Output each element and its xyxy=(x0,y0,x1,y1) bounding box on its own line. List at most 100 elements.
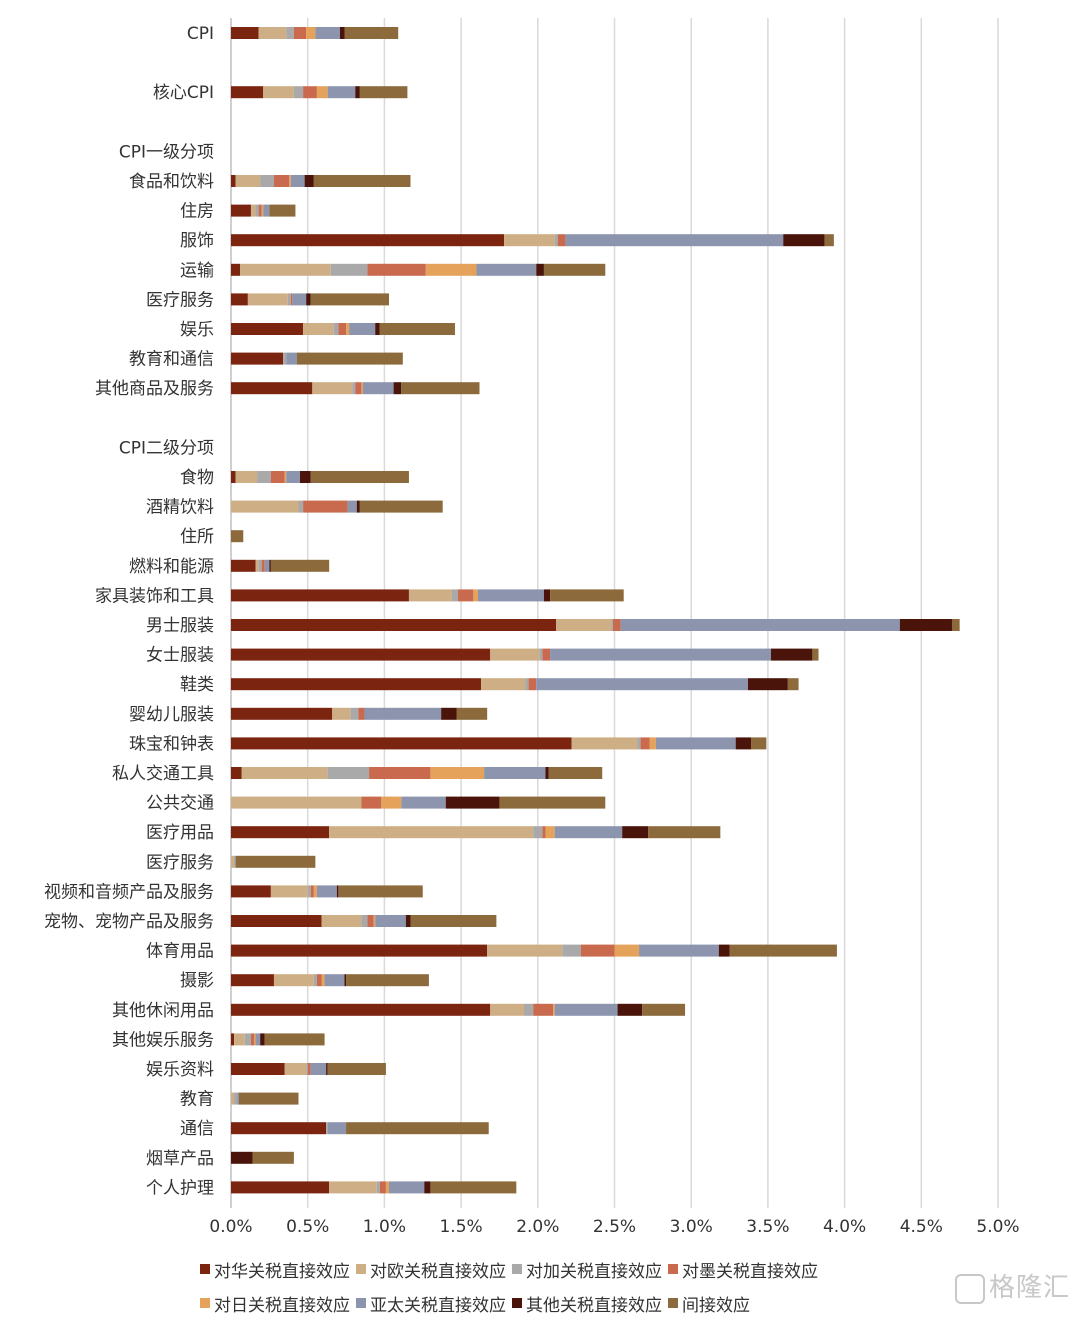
bar-segment xyxy=(231,1003,491,1016)
bar-segment xyxy=(235,175,261,187)
bar-segment xyxy=(951,619,960,631)
legend-label: 对欧关税直接效应 xyxy=(370,1261,506,1282)
bar-segment xyxy=(264,559,270,572)
bar-segment xyxy=(571,737,638,750)
bar-segment xyxy=(254,1033,256,1046)
bar-segment xyxy=(231,737,572,750)
row-label: 食物 xyxy=(180,468,214,488)
row-label: CPI xyxy=(187,24,214,44)
bar-segment xyxy=(408,589,452,602)
legend-item: 对墨关税直接效应 xyxy=(668,1257,818,1282)
bar-segment xyxy=(231,500,299,513)
bar-segment xyxy=(376,1181,380,1194)
bar-segment xyxy=(231,648,491,661)
bar-segment xyxy=(329,1181,377,1194)
bar-segment xyxy=(231,826,330,839)
row-label: 其他商品及服务 xyxy=(95,379,214,399)
bar-segment xyxy=(554,1003,618,1016)
bar-segment xyxy=(542,648,551,661)
bar-segment xyxy=(359,86,408,99)
bar-segment xyxy=(231,1063,285,1075)
bar-segment xyxy=(367,263,426,276)
x-tick-label: 2.0% xyxy=(516,1217,559,1237)
stacked-bar-chart: CPI核心CPICPI一级分项食品和饮料住房服饰运输医疗服务娱乐教育和通信其他商… xyxy=(44,18,1020,1237)
row-label: 男士服装 xyxy=(146,616,214,636)
bar-segment xyxy=(476,263,537,276)
bar-segment xyxy=(350,707,359,720)
bar-segment xyxy=(231,234,505,247)
row-label: 医疗服务 xyxy=(146,853,214,873)
bar-segment xyxy=(231,885,271,898)
bar-segment xyxy=(499,796,606,809)
bar-segment xyxy=(553,1003,555,1016)
bar-segment xyxy=(273,974,314,987)
bar-segment xyxy=(313,885,317,898)
bar-segment xyxy=(269,204,296,217)
bar-segment xyxy=(580,944,615,957)
bar-segment xyxy=(321,915,362,927)
row-label: 宠物、宠物产品及服务 xyxy=(44,912,214,932)
bar-segment xyxy=(346,974,429,987)
bar-segment xyxy=(329,826,534,839)
bar-segment xyxy=(344,974,347,987)
bar-segment xyxy=(327,1122,347,1135)
bar-segment xyxy=(528,678,537,691)
bar-segment xyxy=(557,234,566,247)
bar-segment xyxy=(270,885,308,898)
legend-item: 对欧关税直接效应 xyxy=(356,1257,506,1282)
bars xyxy=(231,27,960,1194)
bar-segment xyxy=(231,382,313,395)
bar-segment xyxy=(718,944,730,957)
bar-segment xyxy=(273,175,290,187)
bar-segment xyxy=(536,263,544,276)
bar-segment xyxy=(430,767,485,779)
bar-segment xyxy=(231,944,488,957)
bar-segment xyxy=(358,707,365,720)
x-tick-label: 3.5% xyxy=(746,1217,789,1237)
bar-segment xyxy=(303,86,317,99)
bar-segment xyxy=(617,1003,643,1016)
bar-segment xyxy=(359,500,443,513)
bar-segment xyxy=(441,707,457,720)
row-label: 视频和音频产品及服务 xyxy=(44,882,214,902)
bar-segment xyxy=(286,471,301,483)
row-label: CPI二级分项 xyxy=(119,438,214,458)
bar-segment xyxy=(290,175,305,187)
bar-segment xyxy=(235,471,258,483)
bar-segment xyxy=(260,1033,265,1046)
legend-swatch xyxy=(512,1298,522,1308)
bar-segment xyxy=(824,234,834,247)
bar-segment xyxy=(367,915,374,927)
row-label: 烟草产品 xyxy=(146,1149,214,1169)
bar-segment xyxy=(310,471,409,483)
row-label: 住所 xyxy=(180,527,214,547)
bar-segment xyxy=(344,27,399,39)
bar-segment xyxy=(735,737,752,750)
bar-segment xyxy=(304,175,314,187)
bar-segment xyxy=(287,293,291,306)
row-label: 教育和通信 xyxy=(129,350,214,370)
bar-segment xyxy=(536,678,748,691)
bar-segment xyxy=(255,559,259,572)
row-label: 其他娱乐服务 xyxy=(112,1030,214,1050)
row-label: 医疗服务 xyxy=(146,290,214,310)
bar-segment xyxy=(235,855,316,868)
watermark-logo: 格隆汇 xyxy=(954,1267,1070,1304)
bar-segment xyxy=(401,796,446,809)
bar-segment xyxy=(333,323,339,335)
legend-swatch xyxy=(356,1264,366,1274)
bar-segment xyxy=(303,323,334,335)
bar-segment xyxy=(312,382,353,395)
legend-swatch xyxy=(200,1298,210,1308)
legend-label: 对墨关税直接效应 xyxy=(682,1261,818,1282)
row-label: 体育用品 xyxy=(146,942,214,962)
x-tick-label: 1.0% xyxy=(363,1217,406,1237)
bar-segment xyxy=(261,559,265,572)
bar-segment xyxy=(231,27,259,39)
bar-segment xyxy=(364,707,442,720)
bar-segment xyxy=(533,1003,554,1016)
bar-segment xyxy=(393,382,402,395)
bar-segment xyxy=(269,559,271,572)
bar-segment xyxy=(539,648,543,661)
bar-segment xyxy=(260,175,274,187)
